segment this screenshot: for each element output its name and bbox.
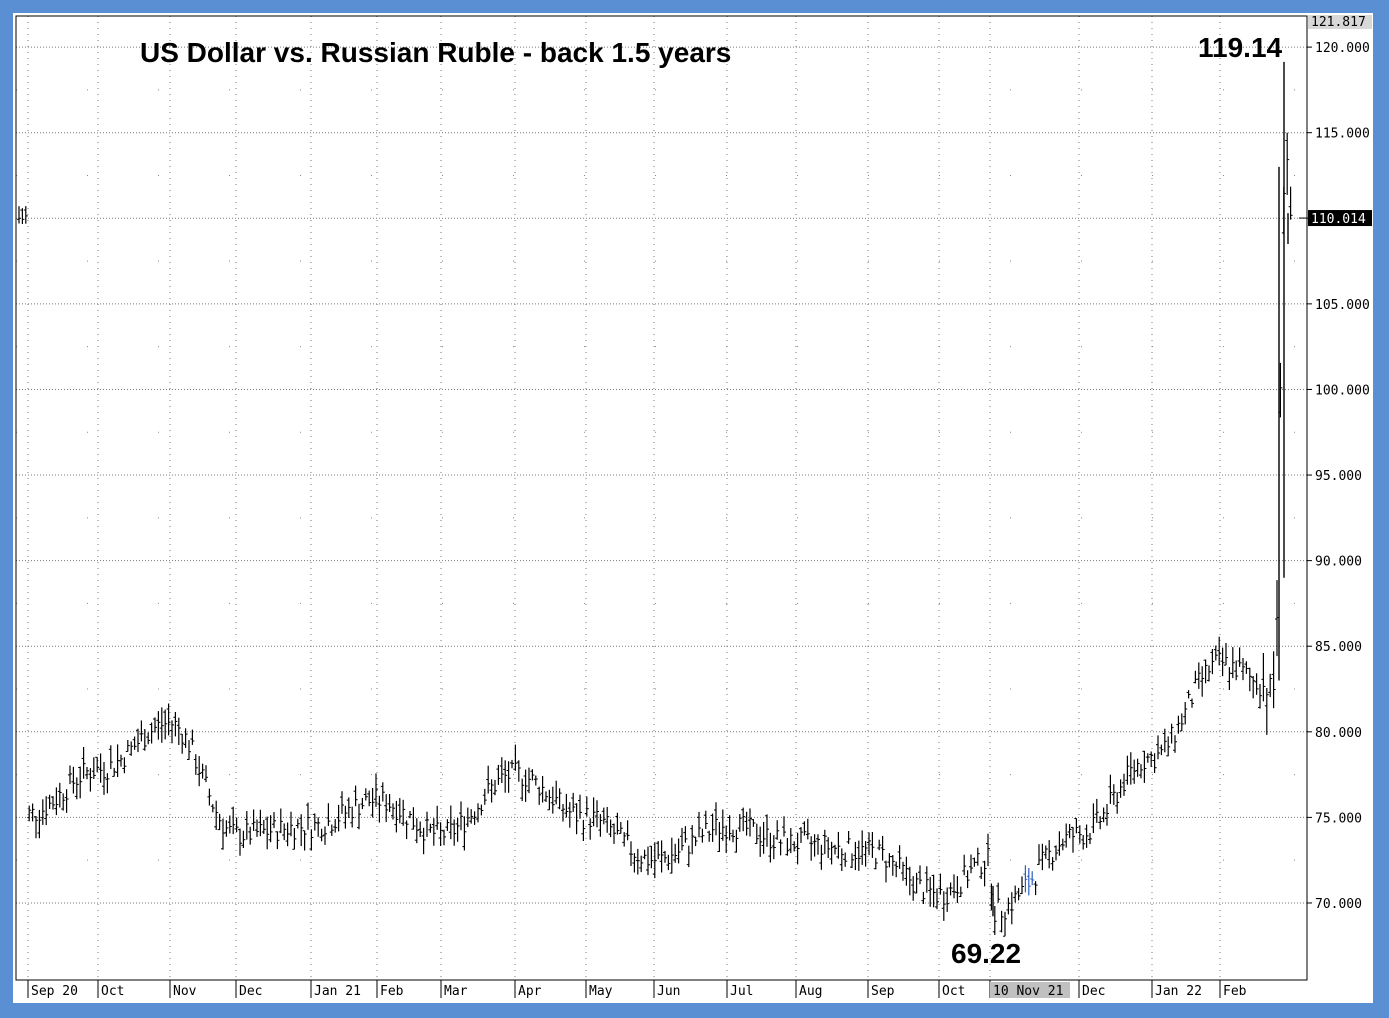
y-tick-label: 90.000 xyxy=(1315,555,1362,570)
x-tick-label: Mar xyxy=(444,984,468,999)
x-tick-label: Oct xyxy=(101,984,124,999)
x-tick-label: Oct xyxy=(942,984,965,999)
grid xyxy=(16,16,1307,980)
y-top-label-box xyxy=(1308,15,1372,29)
y-tick-label: 120.000 xyxy=(1315,41,1370,56)
y-tick-label: 75.000 xyxy=(1315,811,1362,826)
y-tick-label: 105.000 xyxy=(1315,298,1370,313)
annotations: 119.14 69.22 xyxy=(951,32,1283,969)
low-annotation: 69.22 xyxy=(951,938,1021,969)
chart-title: US Dollar vs. Russian Ruble - back 1.5 y… xyxy=(140,37,731,68)
x-tick-label: May xyxy=(589,984,613,999)
high-annotation: 119.14 xyxy=(1198,32,1283,63)
x-tick-label: Nov xyxy=(173,984,197,999)
last-price-box xyxy=(1308,210,1372,227)
y-tick-label: 80.000 xyxy=(1315,726,1362,741)
x-tick-label: Jan 22 xyxy=(1155,984,1202,999)
y-tick-label: 100.000 xyxy=(1315,383,1370,398)
plot-area xyxy=(16,16,1307,980)
x-tick-label: Jul xyxy=(730,984,753,999)
x-axis: Sep 20 Oct Nov Dec Jan 21 Feb Mar Apr May Jun Jul A… xyxy=(27,980,1247,999)
x-tick-label: Jan 21 xyxy=(314,984,361,999)
x-tick-label: Sep xyxy=(871,984,895,999)
y-top-label: 121.817 xyxy=(1311,15,1366,30)
x-tick-label: Jun xyxy=(657,984,680,999)
y-tick-label: 115.000 xyxy=(1315,127,1370,142)
x-tick-label: Feb xyxy=(380,984,404,999)
price-bars xyxy=(17,61,1293,937)
x-tick-label: Feb xyxy=(1223,984,1247,999)
x-tick-label: Dec xyxy=(1082,984,1105,999)
x-tick-label: Apr xyxy=(518,984,542,999)
x-tick-label: 10 Nov 21 xyxy=(993,984,1063,999)
x-tick-label: Sep 20 xyxy=(31,984,78,999)
chart-frame: 70.000 75.000 80.000 85.000 90.000 95.000 100.… xyxy=(13,13,1373,1003)
x-tick-label: Aug xyxy=(799,984,822,999)
x-tick-highlight xyxy=(990,982,1070,998)
chart: 70.000 75.000 80.000 85.000 90.000 95.000 100.… xyxy=(15,15,1372,999)
y-tick-label: 85.000 xyxy=(1315,640,1362,655)
y-tick-label: 70.000 xyxy=(1315,897,1362,912)
last-price-label: 110.014 xyxy=(1311,212,1366,227)
y-tick-label: 95.000 xyxy=(1315,469,1362,484)
y-axis: 70.000 75.000 80.000 85.000 90.000 95.000 100.… xyxy=(1299,15,1372,912)
x-tick-label: Dec xyxy=(239,984,262,999)
